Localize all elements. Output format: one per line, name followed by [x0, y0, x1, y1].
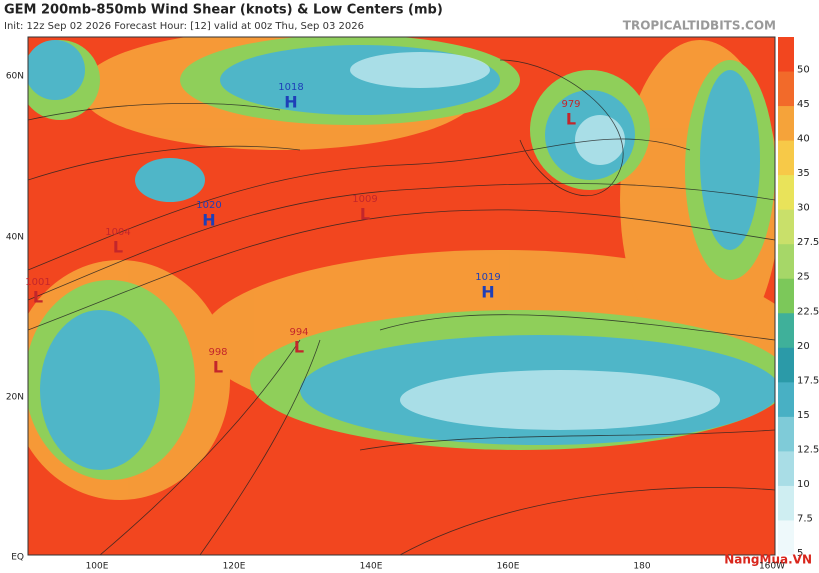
center-pressure: 1018: [278, 82, 303, 93]
center-symbol: H: [202, 211, 215, 230]
colorbar-segment: [778, 278, 794, 314]
colorbar-label: 40: [797, 134, 810, 145]
lat-label: 20N: [6, 393, 24, 403]
title: GEM 200mb-850mb Wind Shear (knots) & Low…: [4, 3, 443, 18]
center-symbol: L: [566, 110, 576, 129]
colorbar-segment: [778, 416, 794, 452]
colorbar-segment: [778, 175, 794, 211]
colorbar-segment: [778, 520, 794, 556]
colorbar-segment: [778, 382, 794, 418]
source: TROPICALTIDBITS.COM: [623, 19, 776, 33]
lon-label: 180: [633, 562, 650, 572]
colorbar-label: 45: [797, 99, 810, 110]
colorbar-segment: [778, 451, 794, 487]
center-pressure: 1020: [196, 200, 221, 211]
lon-label: 120E: [223, 562, 246, 572]
colorbar-label: 35: [797, 168, 810, 179]
map-field: [28, 37, 775, 555]
colorbar-label: 7.5: [797, 513, 813, 524]
center-symbol: L: [360, 205, 370, 224]
colorbar-segment: [778, 347, 794, 383]
colorbar-label: 10: [797, 479, 810, 490]
lon-label: 160W: [759, 562, 785, 572]
center-symbol: L: [33, 288, 43, 307]
colorbar-segment: [778, 37, 794, 73]
colorbar-segment: [778, 313, 794, 349]
subtitle: Init: 12z Sep 02 2026 Forecast Hour: [12…: [4, 21, 364, 32]
center-pressure: 979: [561, 99, 580, 110]
colorbar-segment: [778, 485, 794, 521]
center-pressure: 1009: [352, 194, 377, 205]
lon-label: 100E: [86, 562, 109, 572]
center-symbol: H: [481, 283, 494, 302]
center-pressure: 994: [289, 327, 308, 338]
colorbar-segment: [778, 106, 794, 142]
colorbar-label: 12.5: [797, 444, 819, 455]
colorbar: 50 45 40 35 30 27.5 25 22.5 20 17.5 15 12.5 10 7.5 5: [778, 37, 819, 559]
colorbar-segment: [778, 140, 794, 176]
colorbar-segment: [778, 244, 794, 280]
colorbar-segment: [778, 71, 794, 107]
colorbar-segment: [778, 209, 794, 245]
center-pressure: 1019: [475, 272, 500, 283]
colorbar-label: 27.5: [797, 237, 819, 248]
watermark: NangMua.VN: [724, 553, 812, 567]
lat-label: 60N: [6, 72, 24, 82]
colorbar-label: 15: [797, 410, 810, 421]
center-symbol: L: [213, 358, 223, 377]
center-symbol: L: [294, 338, 304, 357]
center-symbol: L: [113, 238, 123, 257]
colorbar-label: 20: [797, 341, 810, 352]
colorbar-label: 22.5: [797, 306, 819, 317]
colorbar-label: 17.5: [797, 375, 819, 386]
colorbar-label: 25: [797, 272, 810, 283]
lon-label: 140E: [360, 562, 383, 572]
center-symbol: H: [284, 93, 297, 112]
colorbar-label: 5: [797, 548, 803, 559]
colorbar-label: 30: [797, 203, 810, 214]
center-pressure: 1004: [105, 227, 130, 238]
lat-label: EQ: [11, 553, 24, 563]
colorbar-label: 50: [797, 65, 810, 76]
center-pressure: 998: [208, 347, 227, 358]
center-pressure: 1001: [25, 277, 50, 288]
lat-label: 40N: [6, 233, 24, 243]
lon-label: 160E: [497, 562, 520, 572]
